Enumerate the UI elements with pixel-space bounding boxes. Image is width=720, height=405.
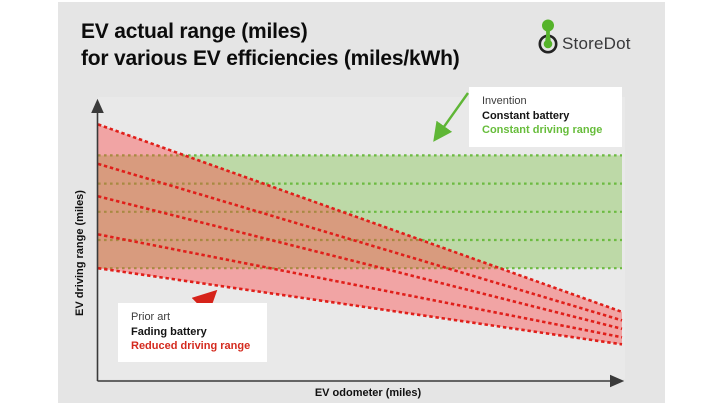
fading-range-line xyxy=(97,266,623,346)
invention-callout: Invention Constant battery Constant driv… xyxy=(469,87,622,147)
constant-battery-label: Constant battery xyxy=(482,109,570,122)
page-title: EV actual range (miles) for various EV e… xyxy=(81,18,460,72)
invention-arrow-icon xyxy=(433,92,469,142)
fading-range-band xyxy=(98,124,622,345)
chart-card: EV actual range (miles) for various EV e… xyxy=(58,2,665,403)
fading-range-band-layer xyxy=(98,124,622,345)
fading-range-lines-layer xyxy=(97,123,623,346)
x-axis-label: EV odometer (miles) xyxy=(315,387,422,399)
constant-driving-range-label: Constant driving range xyxy=(482,124,603,137)
storedot-dot-icon xyxy=(538,19,558,54)
fading-range-line xyxy=(97,162,623,322)
fading-range-line xyxy=(97,233,623,339)
reduced-driving-range-label: Reduced driving range xyxy=(131,340,251,353)
prior-art-callout: Prior art Fading battery Reduced driving… xyxy=(118,303,267,362)
fading-range-line xyxy=(97,195,623,331)
storedot-logo: StoreDot xyxy=(535,15,655,59)
constant-range-band xyxy=(98,155,622,269)
storedot-logo-text: StoreDot xyxy=(562,34,631,53)
fading-battery-label: Fading battery xyxy=(131,325,207,338)
prior-art-label: Prior art xyxy=(131,311,171,323)
y-axis-label: EV driving range (miles) xyxy=(74,190,86,316)
title-line-2: for various EV efficiencies (miles/kWh) xyxy=(81,47,460,70)
invention-label: Invention xyxy=(482,95,527,107)
title-line-1: EV actual range (miles) xyxy=(81,20,308,43)
constant-range-band-layer xyxy=(98,155,622,269)
